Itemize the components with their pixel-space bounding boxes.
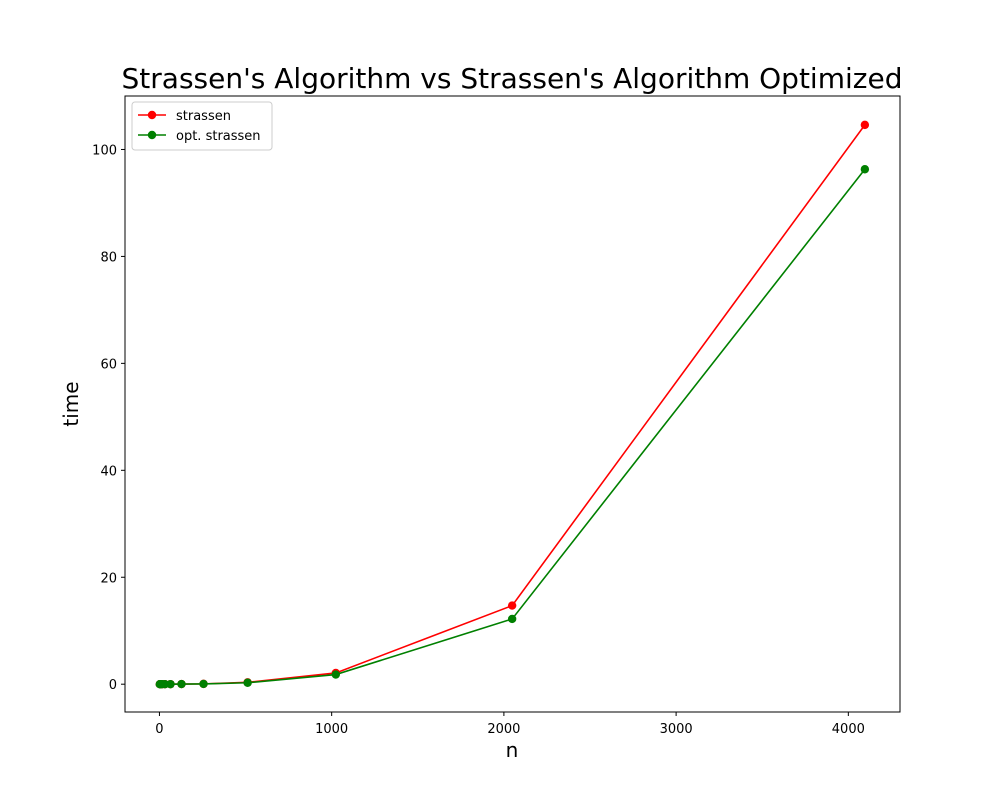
plot-frame [124,95,901,713]
x-tick-label: 3000 [660,722,693,737]
x-tick-label: 0 [155,722,163,737]
chart-title: Strassen's Algorithm vs Strassen's Algor… [122,62,903,95]
legend-label: opt. strassen [176,129,261,144]
x-axis-title: n [506,738,519,762]
legend-box [131,101,273,151]
series-line-0 [159,124,866,685]
data-point [331,670,340,679]
y-axis: 0 20 40 60 80 100 [92,143,125,693]
legend-marker [147,110,157,120]
data-point [166,679,175,689]
data-point [177,679,186,689]
y-tick-label: 100 [92,143,117,158]
data-point [199,679,208,689]
data-point [243,678,252,687]
y-axis-title: time [59,381,83,426]
plot-area [155,120,870,689]
data-point [507,614,517,624]
legend-label: strassen [176,109,231,124]
x-tick-label: 1000 [315,722,348,737]
data-point [860,120,870,130]
x-tick-label: 2000 [487,722,520,737]
x-tick-label: 4000 [832,722,865,737]
legend-marker [147,130,157,140]
y-tick-label: 40 [100,464,117,479]
x-axis: 0 1000 2000 3000 4000 [155,712,865,737]
y-tick-label: 20 [100,571,117,586]
data-point [507,601,517,610]
legend: strassen opt. strassen [131,101,273,151]
y-tick-label: 80 [100,250,117,265]
data-point [860,165,870,174]
y-tick-label: 60 [100,357,117,372]
y-tick-label: 0 [109,678,117,693]
